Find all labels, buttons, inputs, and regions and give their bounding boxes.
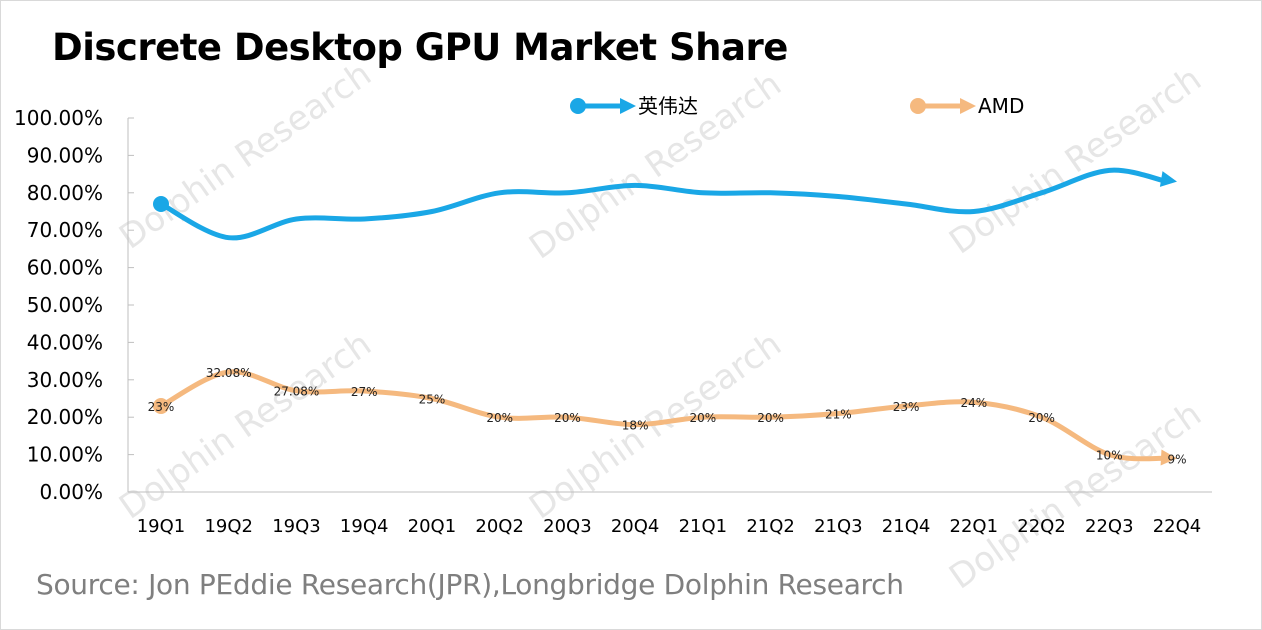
watermark-text: Dolphin Research [942,394,1209,597]
data-label: 25% [419,393,446,407]
watermark-text: Dolphin Research [112,324,379,527]
x-tick-label: 19Q1 [137,516,186,537]
legend-label: 英伟达 [638,94,698,118]
legend-label: AMD [978,94,1024,118]
y-tick-label: 80.00% [27,181,103,205]
chart-title: Discrete Desktop GPU Market Share [52,26,788,69]
y-tick-label: 20.00% [27,405,103,429]
data-label: 9% [1167,452,1186,466]
data-label: 20% [486,411,513,425]
x-tick-label: 21Q4 [882,516,931,537]
x-tick-label: 19Q3 [272,516,321,537]
data-label: 20% [757,411,784,425]
data-label: 21% [825,407,852,421]
x-tick-label: 22Q4 [1153,516,1202,537]
data-label: 20% [554,411,581,425]
series-end-arrow [1160,449,1177,466]
data-label: 10% [1096,449,1123,463]
source-note: Source: Jon PEddie Research(JPR),Longbri… [36,568,904,601]
x-tick-label: 22Q1 [950,516,999,537]
watermark-text: Dolphin Research [112,54,379,257]
data-label: 27.08% [274,385,320,399]
y-tick-label: 90.00% [27,143,103,167]
x-tick-label: 19Q4 [340,516,389,537]
data-label: 18% [622,419,649,433]
x-tick-label: 21Q1 [679,516,728,537]
data-label: 20% [1028,411,1055,425]
data-label: 23% [148,400,175,414]
x-tick-label: 20Q2 [475,516,524,537]
x-tick-label: 20Q1 [408,516,457,537]
watermark-text: Dolphin Research [942,59,1209,262]
legend-marker [910,98,926,114]
x-tick-label: 22Q2 [1017,516,1066,537]
y-tick-label: 0.00% [39,480,103,504]
data-label: 24% [960,396,987,410]
y-tick-label: 40.00% [27,330,103,354]
series-start-marker [153,397,169,414]
x-tick-label: 21Q2 [746,516,795,537]
series-line-amd [158,369,1170,462]
y-tick-label: 50.00% [27,293,103,317]
legend-marker [570,98,586,114]
x-tick-label: 19Q2 [204,516,253,537]
y-tick-label: 30.00% [27,368,103,392]
y-tick-label: 60.00% [27,256,103,280]
series-start-marker [153,196,169,213]
data-label: 20% [690,411,717,425]
data-label: 23% [893,400,920,414]
data-label: 27% [351,385,378,399]
series-line-nvidia [158,167,1170,241]
y-tick-label: 10.00% [27,443,103,467]
x-tick-label: 20Q4 [611,516,660,537]
x-tick-label: 21Q3 [814,516,863,537]
y-tick-label: 70.00% [27,218,103,242]
legend-arrow [960,98,976,114]
series-end-arrow [1159,171,1177,187]
legend-arrow [620,98,636,114]
x-tick-label: 20Q3 [543,516,592,537]
data-label: 32.08% [206,366,252,380]
y-tick-label: 100.00% [14,106,103,130]
x-tick-label: 22Q3 [1085,516,1134,537]
